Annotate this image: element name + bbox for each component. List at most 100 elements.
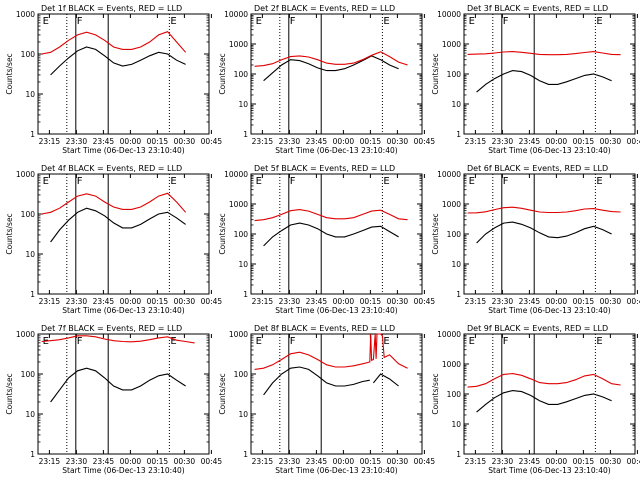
chart-title: Det 1f BLACK = Events, RED = LLD [41, 4, 182, 13]
event-marker-label: E [256, 16, 262, 27]
y-tick-label: 10000 [224, 170, 248, 179]
lld-series-line [254, 209, 408, 222]
x-tick-label: 00:00 [120, 457, 142, 466]
x-tick-label: 00:00 [333, 297, 355, 306]
x-tick-label: 00:30 [174, 137, 196, 146]
plot-frame [250, 13, 423, 135]
lld-series-line [41, 335, 195, 344]
y-tick-label: 100 [447, 230, 462, 239]
x-tick-label: 23:45 [306, 137, 328, 146]
x-tick-label: 00:30 [600, 297, 622, 306]
events-series-line [476, 390, 612, 413]
x-tick-label: 00:00 [120, 137, 142, 146]
chart-title: Det 2f BLACK = Events, RED = LLD [254, 4, 395, 13]
y-tick-label: 10000 [437, 170, 461, 179]
y-tick-label: 10 [25, 250, 35, 259]
lld-series-line [41, 192, 187, 215]
chart-panel-2: Det 2f BLACK = Events, RED = LLD 1 10 100 10… [218, 4, 435, 155]
x-tick-label: 00:15 [147, 297, 169, 306]
x-tick-label: 00:15 [360, 137, 382, 146]
y-axis-label: Counts/sec [218, 213, 227, 254]
event-marker-label: E [170, 16, 176, 27]
event-marker-label: F [503, 16, 509, 27]
x-tick-label: 23:45 [519, 137, 541, 146]
y-tick-label: 10 [451, 100, 461, 109]
event-marker-label: F [503, 176, 509, 187]
x-axis-label: Start Time (06-Dec-13 23:10:40) [275, 466, 397, 475]
x-tick-label: 00:15 [360, 297, 382, 306]
x-tick-label: 00:30 [387, 137, 409, 146]
event-marker-label: E [43, 16, 49, 27]
chart-panel-9: Det 9f BLACK = Events, RED = LLD 1 10 100 10… [431, 324, 640, 475]
x-tick-label: 23:30 [66, 137, 88, 146]
chart-title: Det 9f BLACK = Events, RED = LLD [467, 324, 608, 333]
x-tick-label: 00:15 [573, 137, 595, 146]
y-axis-label: Counts/sec [431, 213, 440, 254]
events-series-line [263, 55, 399, 82]
x-tick-label: 00:15 [573, 297, 595, 306]
x-axis-label: Start Time (06-Dec-13 23:10:40) [62, 146, 184, 155]
x-axis-label: Start Time (06-Dec-13 23:10:40) [488, 466, 610, 475]
events-series-line [50, 46, 186, 76]
x-axis-label: Start Time (06-Dec-13 23:10:40) [62, 466, 184, 475]
x-tick-label: 00:30 [387, 457, 409, 466]
y-tick-label: 1000 [229, 40, 248, 49]
x-tick-label: 23:45 [93, 457, 115, 466]
event-marker-label: E [383, 336, 389, 347]
x-tick-label: 00:30 [174, 297, 196, 306]
x-tick-label: 23:45 [519, 457, 541, 466]
x-tick-label: 23:15 [465, 457, 487, 466]
x-tick-label: 23:15 [39, 137, 61, 146]
event-marker-label: F [290, 16, 296, 27]
y-tick-label: 1000 [442, 360, 461, 369]
plot-frame [37, 13, 210, 135]
lld-series-line [467, 373, 621, 388]
y-tick-label: 10000 [224, 10, 248, 19]
lld-series-line [467, 206, 621, 214]
event-marker-label: F [77, 336, 83, 347]
x-tick-label: 00:30 [174, 457, 196, 466]
x-tick-label: 23:15 [465, 297, 487, 306]
x-tick-label: 23:45 [306, 297, 328, 306]
x-tick-label: 23:15 [252, 137, 274, 146]
events-series-line [263, 222, 399, 247]
event-marker-label: E [469, 176, 475, 187]
event-marker-label: E [383, 176, 389, 187]
y-axis-label: Counts/sec [5, 373, 14, 414]
y-tick-label: 1 [243, 450, 248, 459]
y-tick-label: 10 [451, 420, 461, 429]
event-marker-label: E [170, 176, 176, 187]
y-tick-label: 1 [243, 130, 248, 139]
lld-series-line [254, 333, 408, 370]
x-tick-label: 00:45 [201, 457, 223, 466]
y-tick-label: 1000 [16, 170, 35, 179]
y-tick-label: 10 [238, 260, 248, 269]
x-tick-label: 23:30 [66, 297, 88, 306]
x-tick-label: 00:00 [333, 457, 355, 466]
y-tick-label: 10 [25, 410, 35, 419]
x-tick-label: 23:45 [306, 457, 328, 466]
x-tick-label: 00:45 [414, 297, 436, 306]
chart-panel-1: Det 1f BLACK = Events, RED = LLD 1 10 100 10… [5, 4, 222, 155]
y-tick-label: 100 [447, 70, 462, 79]
plot-frame [463, 333, 636, 455]
x-tick-label: 00:00 [546, 457, 568, 466]
y-axis-label: Counts/sec [218, 53, 227, 94]
chart-panel-5: Det 5f BLACK = Events, RED = LLD 1 10 100 10… [218, 164, 435, 315]
y-tick-label: 100 [21, 370, 36, 379]
lld-series-line [467, 51, 621, 56]
lld-series-line [41, 31, 187, 55]
x-tick-label: 00:30 [387, 297, 409, 306]
y-tick-label: 1 [456, 450, 461, 459]
event-marker-label: F [290, 176, 296, 187]
x-tick-label: 00:15 [573, 457, 595, 466]
y-tick-label: 1000 [442, 40, 461, 49]
y-tick-label: 10000 [437, 10, 461, 19]
event-marker-label: F [503, 336, 509, 347]
x-tick-label: 23:15 [252, 297, 274, 306]
chart-panel-4: Det 4f BLACK = Events, RED = LLD 1 10 100 10… [5, 164, 222, 315]
y-tick-label: 100 [447, 390, 462, 399]
y-tick-label: 1 [30, 290, 35, 299]
events-series-line [263, 366, 370, 396]
